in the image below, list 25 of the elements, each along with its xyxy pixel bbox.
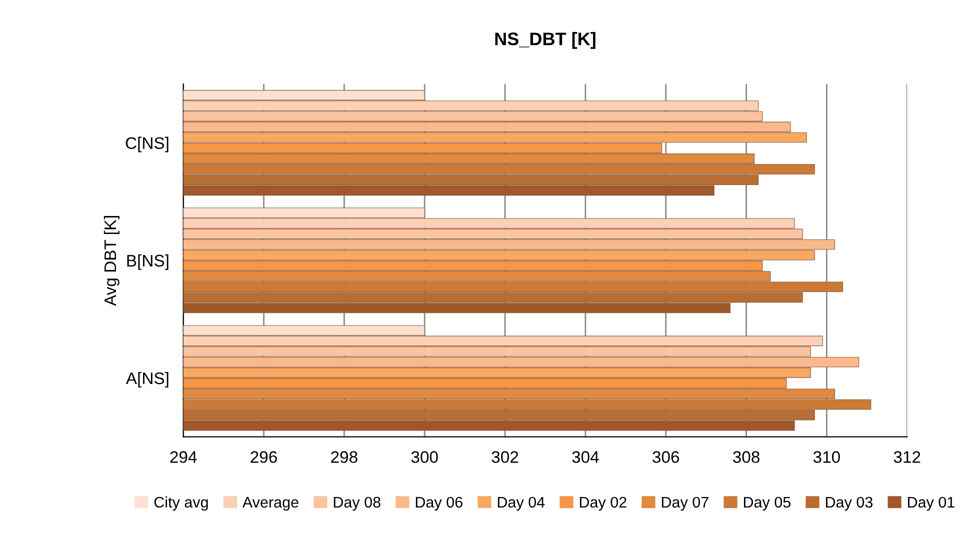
x-tick-label: 312 <box>894 451 920 463</box>
legend-label: Day 07 <box>662 496 708 511</box>
chart-title: NS_DBT [K] <box>495 32 596 49</box>
x-tick-label: 308 <box>733 451 760 463</box>
y-tick-label: B[NS] <box>127 254 168 270</box>
legend-label: Day 04 <box>498 496 545 511</box>
x-tick-label: 298 <box>331 451 358 463</box>
legend-label: Day 05 <box>744 496 790 511</box>
legend-label: City avg <box>154 496 208 511</box>
legend-label: Day 08 <box>334 496 380 511</box>
legend-label: Day 01 <box>908 496 954 511</box>
x-tick-label: 296 <box>250 451 277 463</box>
x-tick-label: 300 <box>411 451 438 463</box>
x-tick-label: 294 <box>170 451 197 463</box>
legend-label: Day 06 <box>416 496 462 511</box>
legend-label: Average <box>242 496 298 511</box>
y-tick-label: C[NS] <box>126 136 168 152</box>
y-tick-label: A[NS] <box>126 372 168 388</box>
x-tick-label: 304 <box>572 451 599 463</box>
x-tick-label: 306 <box>652 451 680 463</box>
y-axis-title: Avg DBT [K] <box>104 216 120 306</box>
x-tick-label: 310 <box>813 451 840 463</box>
legend-label: Day 02 <box>580 496 626 511</box>
legend-label: Day 03 <box>826 496 872 511</box>
x-tick-label: 302 <box>492 451 518 463</box>
